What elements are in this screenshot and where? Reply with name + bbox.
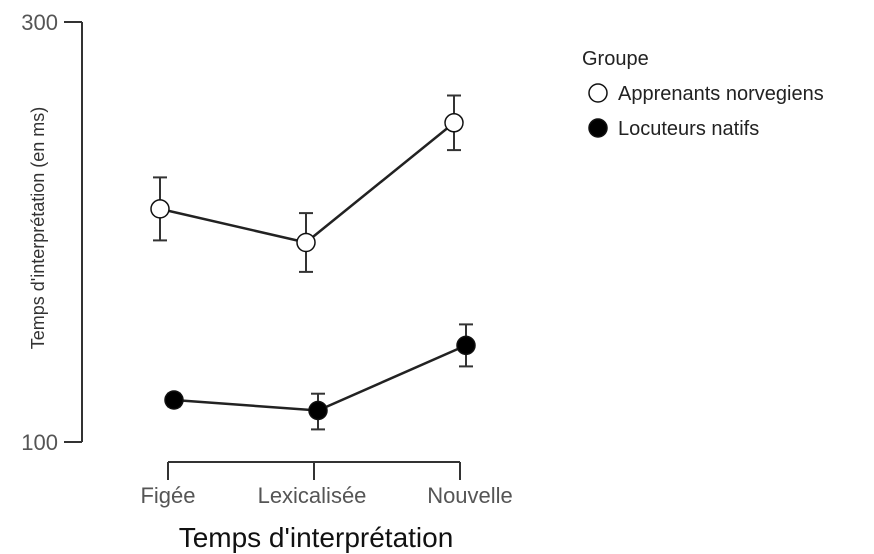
series-1: [150, 94, 464, 273]
series-layer: [150, 94, 476, 431]
data-point: [150, 199, 170, 219]
legend-marker: [588, 118, 608, 138]
legend-label: Locuteurs natifs: [618, 118, 759, 140]
data-point: [444, 113, 464, 133]
x-ticks: Figée Lexicalisée Nouvelle: [140, 462, 513, 508]
legend-items: Apprenants norvegiens Locuteurs natifs: [588, 83, 824, 140]
legend-marker: [588, 83, 608, 103]
data-point: [456, 335, 476, 356]
x-tick-label: Lexicalisée: [258, 483, 367, 508]
y-tick-label: 300: [21, 10, 58, 35]
legend-title: Groupe: [582, 48, 649, 70]
y-axis-title: Temps d'interprétation (en ms): [28, 107, 48, 350]
data-point: [164, 390, 184, 410]
data-point: [308, 400, 328, 421]
data-point: [296, 232, 316, 253]
x-axis-title: Temps d'interprétation: [179, 522, 454, 553]
series-line: [173, 344, 467, 412]
y-tick-label: 100: [21, 430, 58, 455]
series-2: [164, 323, 476, 431]
legend-label: Apprenants norvegiens: [618, 83, 824, 105]
legend: Groupe Apprenants norvegiens Locuteurs na…: [582, 48, 824, 140]
x-tick-label: Figée: [140, 483, 195, 508]
y-ticks: 100 300: [21, 10, 82, 455]
x-tick-label: Nouvelle: [427, 483, 513, 508]
